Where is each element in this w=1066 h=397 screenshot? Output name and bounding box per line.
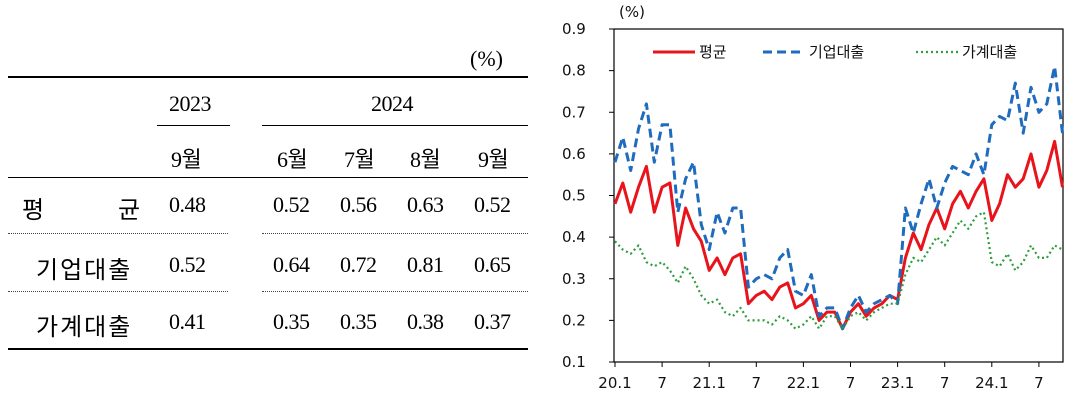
table-cell: 0.52 [273, 192, 310, 217]
y-tick-label: 0.7 [562, 103, 586, 121]
year-2024-header: 2024 [371, 91, 414, 116]
month-header: 9월 [171, 147, 202, 172]
series-line-average [613, 139, 1064, 331]
table-cell: 0.52 [474, 192, 511, 217]
table-cell: 0.81 [407, 252, 444, 277]
header-rule [8, 177, 528, 178]
x-tick-label: 24.1 [975, 374, 1008, 392]
y-tick-label: 0.2 [562, 311, 586, 329]
year-2023-header: 2023 [169, 91, 212, 116]
y-tick-label: 0.5 [562, 187, 586, 205]
table-unit: (%) [470, 46, 503, 71]
x-tick-label: 7 [1034, 374, 1044, 392]
x-tick-label: 22.1 [787, 374, 820, 392]
legend-label: 기업대출 [809, 43, 864, 61]
y-tick-label: 0.8 [562, 62, 586, 80]
y-tick-label: 0.9 [562, 20, 586, 38]
table-cell: 0.56 [340, 192, 377, 217]
month-header: 6월 [277, 147, 308, 172]
x-tick-label: 7 [940, 374, 950, 392]
row-label-household: 가계대출 [36, 313, 133, 341]
table-cell: 0.52 [169, 252, 206, 277]
chart-canvas: 0.1 0.2 0.3 0.4 0.5 0.6 0.7 0.8 0.9 (%) 20.1 7 21.1 7… [562, 3, 1064, 392]
table-cell: 0.35 [273, 309, 310, 334]
month-header: 8월 [410, 147, 441, 172]
series-line-corporate [613, 65, 1064, 331]
row-label-average-2: 균 [118, 196, 141, 224]
x-tick-label: 7 [657, 374, 667, 392]
legend-label: 가계대출 [962, 43, 1017, 61]
row-divider [262, 291, 528, 292]
table-cell: 0.41 [169, 309, 206, 334]
row-label-corporate: 기업대출 [36, 256, 133, 284]
y-tick-label: 0.1 [562, 353, 586, 371]
table-cell: 0.37 [474, 309, 511, 334]
table-cell: 0.38 [407, 309, 444, 334]
y-tick-label: 0.4 [562, 228, 586, 246]
table-cell: 0.35 [340, 309, 377, 334]
year-2024-underline [262, 125, 528, 126]
table-bottom-rule [8, 348, 528, 350]
row-divider [8, 291, 228, 292]
month-header: 7월 [344, 147, 375, 172]
month-header: 9월 [478, 147, 509, 172]
x-tick-label: 21.1 [692, 374, 725, 392]
table-cell: 0.48 [169, 192, 206, 217]
row-label-average-1: 평 [22, 196, 45, 224]
y-tick-label: 0.6 [562, 145, 586, 163]
x-tick-label: 7 [846, 374, 856, 392]
row-divider [8, 233, 228, 234]
delinquency-table: (%) 2023 2024 9월 6월 7월 8월 9월 평 균 0.48 0.… [8, 46, 528, 350]
y-unit-label: (%) [619, 3, 645, 21]
year-2023-underline [157, 125, 230, 126]
table-cell: 0.63 [407, 192, 444, 217]
y-tick-label: 0.3 [562, 270, 586, 288]
table-cell: 0.64 [273, 252, 310, 277]
x-tick-label: 23.1 [881, 374, 914, 392]
x-tick-label: 20.1 [598, 374, 631, 392]
table-top-rule [8, 76, 528, 78]
x-tick-label: 7 [752, 374, 762, 392]
row-divider [262, 233, 528, 234]
legend-label: 평균 [699, 43, 727, 61]
table-cell: 0.72 [340, 252, 377, 277]
delinquency-line-chart: 0.1 0.2 0.3 0.4 0.5 0.6 0.7 0.8 0.9 (%) 20.1 7 21.1 7… [548, 0, 1066, 397]
table-cell: 0.65 [474, 252, 511, 277]
